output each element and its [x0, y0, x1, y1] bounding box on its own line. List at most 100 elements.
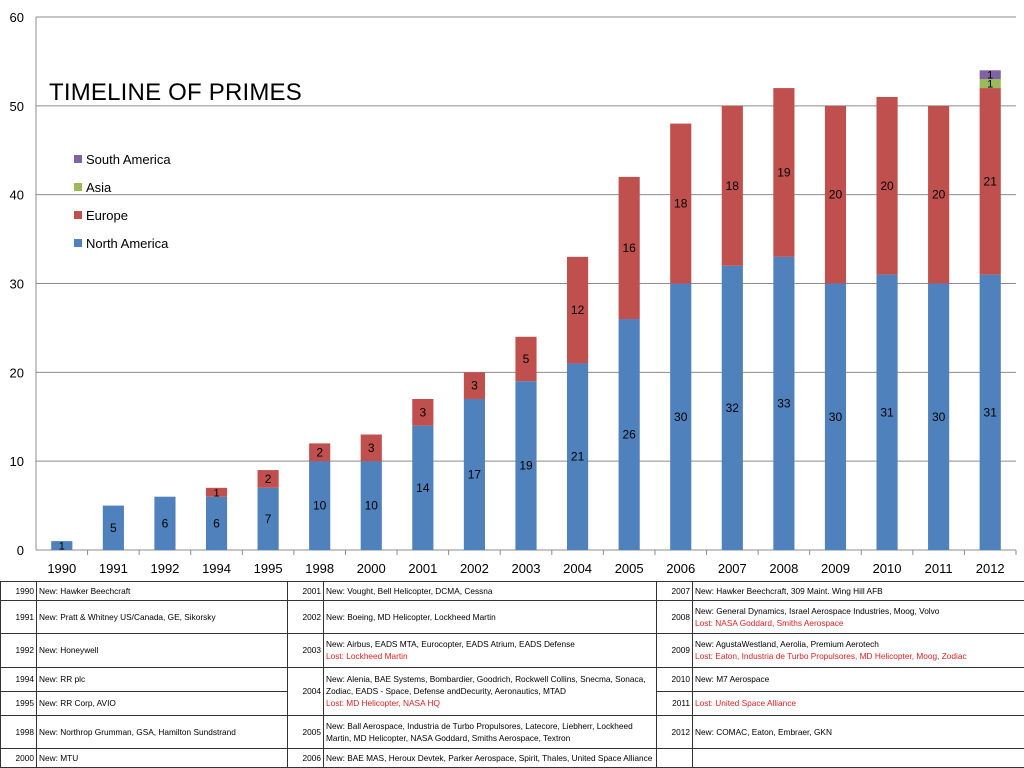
stacked-bar-chart: 0 10 20 30 40 50 60 1990 1 1991 5 1992 6 1994 6 1 1995 7 2… — [10, 10, 1017, 576]
bar-segment — [257, 470, 279, 488]
data-label: 2 — [316, 445, 323, 459]
change-cell: New: Airbus, EADS MTA, Eurocopter, EADS … — [323, 633, 657, 668]
bar-segment — [721, 105, 743, 266]
bar-segment — [876, 274, 898, 550]
new-primes-text: New: Hawker Beechcraft, 309 Maint. Wing … — [695, 585, 883, 596]
data-label: 18 — [726, 179, 740, 193]
data-label: 21 — [984, 174, 998, 188]
bar-segment — [412, 398, 434, 426]
chart-title: TIMELINE OF PRIMES — [49, 79, 302, 106]
bar-segment — [824, 105, 847, 284]
table-row: 1994 New: RR plc 2004 New: Alenia, BAE S… — [0, 666, 1024, 716]
legend-label-europe: Europe — [86, 207, 128, 223]
table-row: 1992 New: Honeywell 2003 New: Airbus, EA… — [0, 633, 1024, 668]
x-tick-label: 2001 — [408, 561, 437, 576]
legend-item-north-america: North America — [74, 229, 171, 257]
primes-timeline-table: 1990 New: Hawker Beechcraft 2001 New: Vo… — [0, 581, 1024, 768]
change-cell: New: Honeywell — [36, 633, 288, 668]
bar-segment — [567, 363, 589, 550]
new-primes-text: New: M7 Aerospace — [695, 674, 770, 685]
data-label: 7 — [265, 512, 272, 526]
data-label: 31 — [880, 405, 894, 419]
lost-primes-text: Lost: MD Helicopter, NASA HQ — [326, 698, 440, 709]
bar-segment — [979, 88, 1001, 275]
legend-swatch-asia — [74, 183, 82, 191]
data-label: 12 — [571, 303, 585, 317]
y-tick-label: 60 — [10, 10, 24, 25]
legend-item-europe: Europe — [74, 201, 171, 229]
year-cell: 2011 — [656, 690, 693, 716]
data-label: 1 — [987, 79, 993, 91]
new-primes-text: New: Airbus, EADS MTA, Eurocopter, EADS … — [326, 639, 575, 650]
lost-primes-text: Lost: Eaton, Industria de Turbo Propulso… — [695, 651, 967, 662]
new-primes-text: New: BAE MAS, Heroux Devtek, Parker Aero… — [326, 753, 653, 764]
change-cell: New: Ball Aerospace, Industria de Turbo … — [323, 714, 657, 750]
bar-segment — [360, 461, 382, 550]
bar-segment — [979, 79, 1001, 89]
year-cell: 2004 — [287, 666, 324, 716]
lost-primes-text: Lost: United Space Alliance — [695, 698, 797, 709]
change-cell — [692, 748, 1024, 768]
change-cell: Lost: United Space Alliance — [692, 690, 1024, 716]
new-primes-text: New: Northrop Grumman, GSA, Hamilton Sun… — [39, 727, 236, 738]
year-cell: 2009 — [656, 633, 693, 668]
year-cell: 2010 — [656, 666, 693, 692]
legend-label-north-america: North America — [86, 235, 169, 251]
change-cell: New: Hawker Beechcraft, 309 Maint. Wing … — [692, 581, 1024, 601]
bar-segment — [979, 70, 1001, 80]
data-label: 20 — [932, 188, 946, 202]
y-tick-label: 20 — [10, 365, 24, 380]
x-tick-label: 2006 — [666, 561, 695, 576]
new-primes-text: New: Pratt & Whitney US/Canada, GE, Siko… — [39, 611, 216, 622]
x-tick-label: 2012 — [976, 561, 1005, 576]
data-label: 10 — [313, 499, 327, 513]
bar-segment — [773, 256, 795, 550]
data-label: 1 — [987, 70, 993, 82]
year-cell: 1998 — [0, 714, 37, 750]
data-label: 14 — [416, 481, 430, 495]
year-cell: 2012 — [656, 714, 693, 750]
x-tick-label: 2009 — [821, 561, 850, 576]
legend-label-south-america: South America — [86, 151, 171, 167]
data-label: 2 — [265, 472, 272, 486]
year-cell — [656, 748, 693, 768]
data-label: 5 — [110, 521, 117, 535]
data-label: 3 — [368, 441, 375, 455]
bar-segment — [721, 265, 743, 550]
year-cell: 1991 — [0, 599, 37, 635]
x-tick-label: 2004 — [563, 561, 592, 576]
bar-segment — [824, 283, 847, 550]
data-label: 1 — [213, 487, 219, 499]
data-label: 10 — [365, 499, 379, 513]
x-tick-label: 2011 — [925, 561, 953, 576]
bar-segment — [309, 443, 331, 462]
x-tick-label: 1995 — [254, 561, 283, 576]
bar-segment — [928, 283, 950, 550]
bar-segment — [412, 425, 434, 550]
year-cell: 2007 — [656, 581, 693, 601]
data-label: 21 — [571, 450, 585, 464]
x-tick-label: 2010 — [873, 561, 902, 576]
new-primes-text: New: MTU — [39, 753, 79, 764]
change-cell: New: MTU — [36, 748, 288, 768]
bar-segment — [102, 505, 124, 550]
bar-segment — [928, 105, 950, 284]
data-label: 1 — [59, 541, 65, 553]
change-cell: New: COMAC, Eaton, Embraer, GKN — [692, 714, 1024, 750]
bar-segment — [309, 461, 331, 550]
bar-segment — [154, 496, 176, 550]
legend-label-asia: Asia — [86, 179, 112, 195]
legend-item-asia: Asia — [74, 173, 171, 201]
legend-swatch-europe — [74, 211, 82, 219]
year-cell: 2000 — [0, 748, 37, 768]
x-tick-label: 2000 — [357, 561, 386, 576]
legend-item-south-america: South America — [74, 145, 171, 173]
new-primes-text: New: Boeing, MD Helicopter, Lockheed Mar… — [326, 611, 496, 622]
change-cell: New: Hawker Beechcraft — [36, 581, 288, 601]
bar-segment — [360, 434, 382, 462]
y-tick-label: 0 — [17, 543, 24, 558]
data-label: 26 — [622, 428, 636, 442]
bar-segment — [979, 274, 1001, 550]
x-tick-label: 1992 — [150, 561, 179, 576]
new-primes-text: New: General Dynamics, Israel Aerospace … — [695, 605, 940, 616]
